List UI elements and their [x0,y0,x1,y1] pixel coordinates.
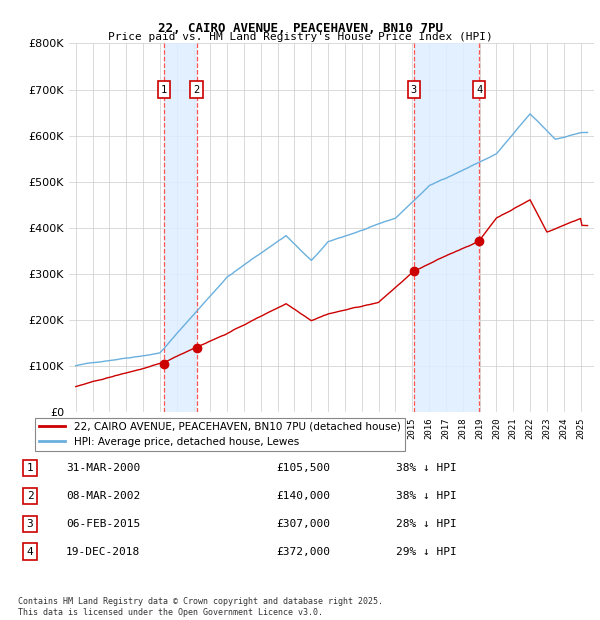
Text: 08-MAR-2002: 08-MAR-2002 [66,491,140,501]
Text: 19-DEC-2018: 19-DEC-2018 [66,547,140,557]
Text: 3: 3 [410,84,417,94]
Text: Contains HM Land Registry data © Crown copyright and database right 2025.
This d: Contains HM Land Registry data © Crown c… [18,598,383,617]
Text: £307,000: £307,000 [276,519,330,529]
Text: 31-MAR-2000: 31-MAR-2000 [66,463,140,473]
Bar [414,43,479,412]
Text: 2: 2 [26,491,34,501]
Text: Price paid vs. HM Land Registry's House Price Index (HPI): Price paid vs. HM Land Registry's House … [107,32,493,42]
Legend: 22, CAIRO AVENUE, PEACEHAVEN, BN10 7PU (detached house), HPI: Average price, det: 22, CAIRO AVENUE, PEACEHAVEN, BN10 7PU (… [35,417,405,451]
Text: 28% ↓ HPI: 28% ↓ HPI [396,519,457,529]
Text: 38% ↓ HPI: 38% ↓ HPI [396,491,457,501]
Text: 2: 2 [193,84,200,94]
Text: £140,000: £140,000 [276,491,330,501]
Text: 29% ↓ HPI: 29% ↓ HPI [396,547,457,557]
Text: 3: 3 [26,519,34,529]
Text: £372,000: £372,000 [276,547,330,557]
Text: 06-FEB-2015: 06-FEB-2015 [66,519,140,529]
Bar [164,43,197,412]
Text: 22, CAIRO AVENUE, PEACEHAVEN, BN10 7PU: 22, CAIRO AVENUE, PEACEHAVEN, BN10 7PU [157,22,443,35]
Text: 38% ↓ HPI: 38% ↓ HPI [396,463,457,473]
Text: 4: 4 [476,84,482,94]
Text: 4: 4 [26,547,34,557]
Text: £105,500: £105,500 [276,463,330,473]
Text: 1: 1 [161,84,167,94]
Text: 1: 1 [26,463,34,473]
